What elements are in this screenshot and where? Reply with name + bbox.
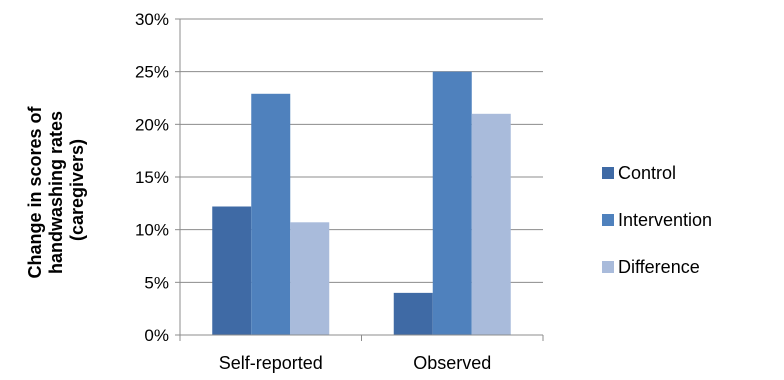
legend-label-control: Control [618,163,676,183]
legend-swatch-control [602,167,614,179]
bar-control-0 [212,206,252,335]
y-tick-label: 15% [135,168,169,187]
y-tick-label: 30% [135,10,169,29]
y-tick-label: 20% [135,115,169,134]
bar-intervention-1 [432,71,472,336]
legend-swatch-intervention [602,214,614,226]
y-axis-label: Change in scores of handwashing rates (c… [25,101,87,278]
bars [212,71,511,336]
y-tick-label: 25% [135,63,169,82]
legend-label-difference: Difference [618,257,700,277]
x-category-label: Observed [413,353,491,373]
legend-swatch-difference [602,261,614,273]
legend-label-intervention: Intervention [618,210,712,230]
y-tick-labels: 0% 5% 10% 15% 20% 25% 30% [135,10,169,345]
bar-control-1 [393,292,433,335]
axes [175,18,544,341]
legend: Control Intervention Difference [602,163,712,277]
bar-difference-1 [471,113,511,335]
y-tick-label: 10% [135,221,169,240]
bar-intervention-0 [251,93,291,335]
y-tick-label: 5% [144,273,169,292]
bar-difference-0 [290,222,330,335]
x-category-label: Self-reported [219,353,323,373]
y-tick-label: 0% [144,326,169,345]
x-category-labels: Self-reported Observed [219,353,492,373]
